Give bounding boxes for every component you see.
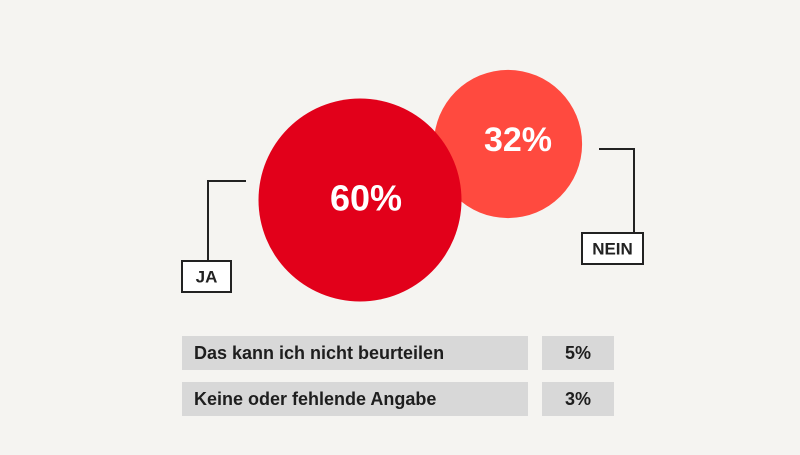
nein-tag-box <box>581 232 644 265</box>
answer-row-value: 5% <box>542 336 614 370</box>
answer-row-value: 3% <box>542 382 614 416</box>
answer-row-label: Keine oder fehlende Angabe <box>182 382 528 416</box>
ja-tag-box <box>181 260 232 293</box>
bubble-ja-value-label: 60% <box>330 178 402 219</box>
other-answers-list: Das kann ich nicht beurteilen 5% Keine o… <box>182 336 614 428</box>
nein-tag: NEIN <box>581 232 644 265</box>
bubble-ja <box>258 98 462 302</box>
answer-row-label: Das kann ich nicht beurteilen <box>182 336 528 370</box>
nein-connector-line <box>599 148 635 233</box>
ja-tag-label: JA <box>196 268 218 287</box>
nein-tag-label: NEIN <box>592 240 633 259</box>
answer-row-no-answer: Keine oder fehlende Angabe 3% <box>182 382 614 416</box>
answer-row-cannot-judge: Das kann ich nicht beurteilen 5% <box>182 336 614 370</box>
ja-tag: JA <box>181 260 232 293</box>
bubble-nein-value-label: 32% <box>484 121 552 159</box>
bubble-nein <box>433 69 583 219</box>
ja-connector-line <box>207 180 246 262</box>
